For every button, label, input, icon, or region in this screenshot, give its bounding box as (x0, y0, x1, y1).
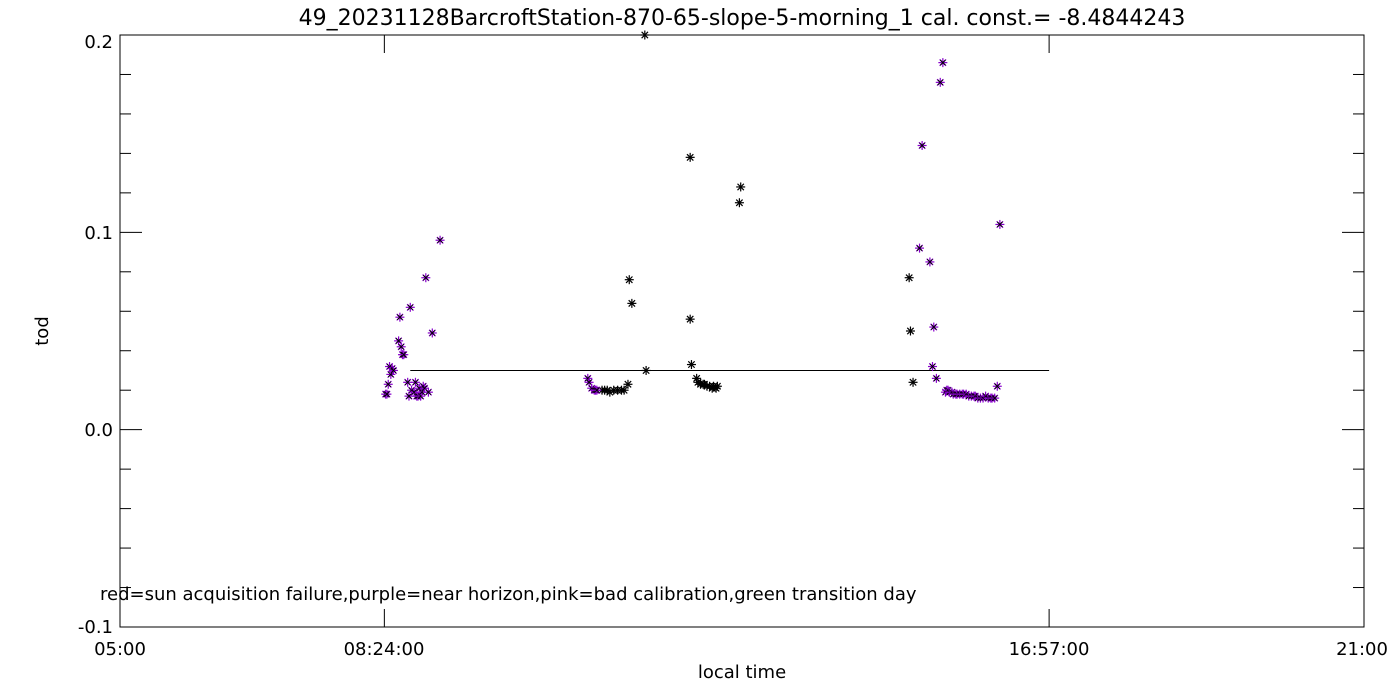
data-point-overlay (933, 375, 940, 382)
data-point (640, 30, 650, 40)
data-point-overlay (396, 314, 403, 321)
data-point-overlay (425, 389, 432, 396)
y-tick-label-0: -0.1 (78, 617, 113, 638)
data-point (686, 360, 696, 370)
data-point (623, 379, 633, 389)
y-tick-label-2: 0.1 (84, 223, 113, 244)
data-point-overlay (437, 237, 444, 244)
x-tick-label-1: 08:24:00 (344, 639, 425, 660)
data-point-overlay (593, 387, 600, 394)
data-point-overlay (429, 330, 436, 336)
data-point (641, 365, 651, 375)
data-point (908, 377, 918, 387)
data-point (905, 326, 915, 336)
data-point-overlay (930, 324, 937, 331)
data-point-overlay (994, 383, 1001, 390)
data-point-overlay (919, 142, 926, 149)
data-point-overlay (404, 379, 411, 386)
plot-marks (119, 30, 1365, 628)
legend-annotation: red=sun acquisition failure,purple=near … (100, 584, 917, 605)
data-point (619, 385, 629, 395)
y-tick-label-3: 0.2 (84, 32, 113, 53)
data-point-overlay (422, 274, 429, 281)
data-point (624, 275, 634, 285)
x-tick-label-0: 05:00 (94, 639, 146, 660)
data-point (904, 273, 914, 283)
data-point (736, 182, 746, 192)
data-point-overlay (991, 395, 998, 402)
data-point-overlay (926, 258, 933, 265)
data-point-overlay (996, 221, 1003, 228)
data-point (627, 298, 637, 308)
data-point-overlay (390, 367, 397, 374)
x-axis-label: local time (698, 662, 786, 683)
data-point (685, 314, 695, 324)
data-point-overlay (939, 59, 946, 66)
x-tick-label-2: 16:57:00 (1009, 639, 1090, 660)
data-point-overlay (937, 79, 944, 86)
data-point-overlay (916, 245, 923, 252)
data-point (712, 381, 722, 391)
data-point-overlay (383, 391, 390, 398)
data-point-overlay (412, 379, 419, 386)
chart-title: 49_20231128BarcroftStation-870-65-slope-… (299, 6, 1186, 31)
y-tick-label-1: 0.0 (84, 420, 113, 441)
data-point-overlay (398, 343, 405, 350)
y-axis-label: tod (32, 316, 53, 346)
data-point-overlay (586, 379, 593, 386)
data-point (734, 198, 744, 208)
plot-frame (119, 34, 1365, 628)
data-point-overlay (929, 363, 936, 370)
data-point-overlay (406, 393, 412, 400)
data-point-overlay (395, 337, 402, 344)
data-point-overlay (407, 304, 414, 311)
x-tick-label-3: 21:00 (1336, 639, 1388, 660)
data-point (685, 152, 695, 162)
data-point-overlay (385, 381, 392, 388)
data-point-overlay (400, 351, 407, 358)
